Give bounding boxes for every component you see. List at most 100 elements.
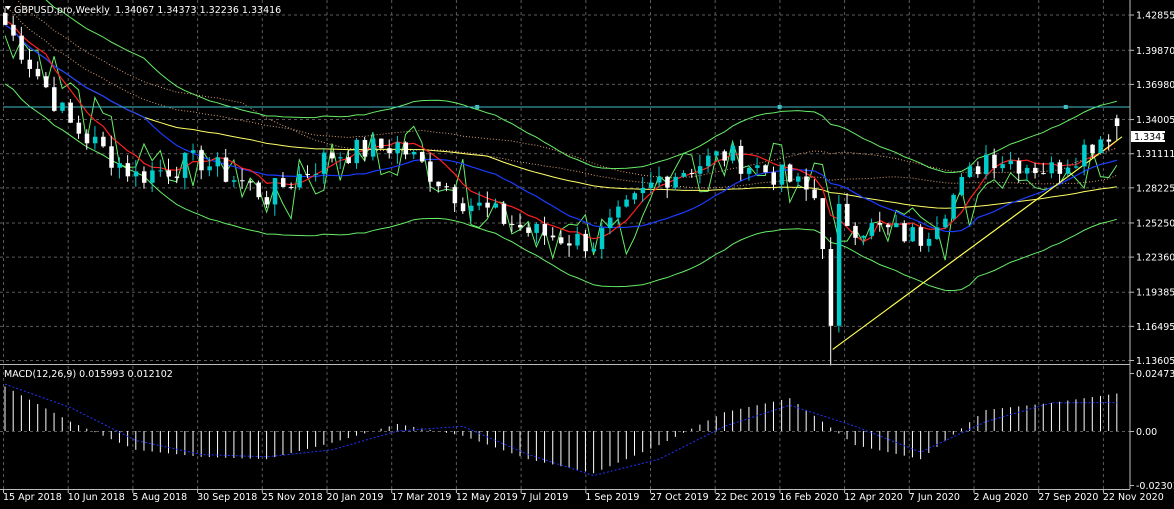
candle-body	[338, 157, 343, 159]
candle-body	[902, 223, 907, 242]
candle-body	[779, 164, 785, 185]
cloud-lower-line	[4, 6, 1118, 189]
candle-body	[3, 13, 8, 25]
candle-body	[264, 197, 270, 205]
candle-body	[755, 165, 760, 168]
candle-body	[477, 202, 482, 206]
candle-body	[763, 165, 768, 173]
candle-body	[959, 176, 964, 195]
candle-body	[117, 163, 122, 168]
candle-body	[910, 227, 915, 242]
candle-body	[885, 224, 891, 228]
time-tick-label: 5 Aug 2018	[132, 492, 187, 503]
candle-body	[518, 224, 523, 228]
candle-body	[1082, 144, 1087, 167]
candle-body	[272, 178, 278, 205]
candle-body	[1073, 166, 1079, 168]
candle-body	[828, 249, 834, 326]
candle-body	[428, 161, 433, 182]
time-tick-label: 22 Nov 2020	[1103, 492, 1164, 503]
price-tick-label: 1.16495	[1136, 322, 1174, 333]
level-handle[interactable]	[1063, 104, 1068, 109]
candle-body	[812, 189, 817, 199]
candle-body	[534, 223, 539, 233]
candle-body	[109, 146, 114, 168]
candle-body	[141, 171, 147, 183]
slow-moving-average-line	[4, 24, 1117, 209]
time-tick-label: 1 Sep 2019	[585, 492, 639, 503]
macd-tick-label: 0.00	[1136, 427, 1157, 438]
candle-body	[845, 203, 850, 226]
candle-body	[321, 152, 327, 174]
candle-body	[150, 170, 155, 183]
candle-body	[313, 173, 319, 175]
candle-body	[616, 206, 621, 218]
time-tick-label: 12 May 2019	[456, 492, 518, 503]
time-tick-label: 27 Sep 2020	[1038, 492, 1098, 503]
candle-body	[452, 187, 458, 204]
candle-body	[84, 133, 90, 144]
candle-body	[984, 154, 989, 175]
candle-body	[1008, 160, 1014, 165]
time-tick-label: 27 Oct 2019	[650, 492, 709, 503]
candlestick-series[interactable]	[3, 8, 1120, 366]
candle-body	[558, 237, 564, 244]
candle-body	[419, 151, 425, 162]
macd-title: MACD(12,26,9) 0.015993 0.012102	[4, 369, 173, 380]
time-scale[interactable]: 15 Apr 2018 10 Jun 2018 5 Aug 2018 30 Sep 2…	[3, 489, 1164, 503]
price-tick-label: 1.28225	[1136, 183, 1174, 194]
oscillating-line	[4, 35, 1118, 261]
time-tick-label: 7 Jul 2019	[521, 492, 569, 503]
ohlc-readout: 1.34067 1.34373 1.32236 1.33416	[115, 5, 281, 16]
candle-body	[1057, 162, 1063, 174]
level-handle[interactable]	[475, 104, 480, 109]
candle-body	[567, 243, 572, 246]
candle-body	[166, 170, 172, 177]
current-price-label: 1.33416	[1134, 132, 1173, 143]
candle-body	[665, 176, 670, 188]
price-tick-label: 1.34005	[1136, 115, 1174, 126]
candle-body	[820, 198, 826, 250]
candle-body	[370, 138, 376, 157]
candle-body	[174, 176, 180, 178]
candle-body	[550, 235, 556, 238]
candle-body	[215, 157, 221, 167]
candle-body	[280, 178, 286, 187]
chart-header: GBPUSD.pro,Weekly 1.34067 1.34373 1.3223…	[5, 5, 281, 16]
candle-body	[975, 166, 981, 175]
candle-body	[1049, 162, 1054, 174]
price-scale[interactable]: 1.42855 1.39870 1.36980 1.34005 1.31111 1.282…	[1130, 11, 1174, 367]
trendline[interactable]	[832, 136, 1123, 350]
candle-body	[640, 187, 646, 194]
price-tick-label: 1.39870	[1136, 46, 1174, 57]
symbol-label: GBPUSD.pro,Weekly	[14, 5, 110, 16]
price-tick-label: 1.22360	[1136, 253, 1174, 264]
macd-scale: 0.024733 0.00 -0.023011	[1130, 369, 1174, 492]
candle-body	[869, 222, 875, 236]
price-tick-label: 1.19385	[1136, 288, 1174, 299]
candle-body	[92, 136, 98, 144]
candle-body	[76, 122, 82, 134]
time-tick-label: 17 Mar 2019	[391, 492, 451, 503]
level-handle[interactable]	[777, 104, 782, 109]
fast-moving-average-line	[4, 19, 1118, 243]
candle-body	[1098, 139, 1103, 154]
price-tick-label: 1.31111	[1136, 149, 1174, 160]
candle-body	[354, 139, 360, 164]
candle-body	[297, 173, 302, 188]
chevron-down-icon[interactable]	[5, 6, 11, 10]
candle-body	[199, 150, 204, 171]
candle-body	[607, 217, 613, 229]
candle-body	[240, 180, 245, 182]
candle-body	[632, 193, 637, 200]
time-tick-label: 12 Apr 2020	[844, 492, 903, 503]
macd-tick-label: -0.023011	[1136, 481, 1174, 492]
macd-tick-label: 0.024733	[1136, 369, 1174, 380]
candle-body	[689, 173, 695, 175]
time-tick-label: 7 Jun 2020	[909, 492, 960, 503]
candle-body	[403, 142, 409, 155]
candle-body	[918, 227, 924, 246]
price-indicators	[3, 0, 1130, 350]
candle-body	[951, 194, 956, 219]
